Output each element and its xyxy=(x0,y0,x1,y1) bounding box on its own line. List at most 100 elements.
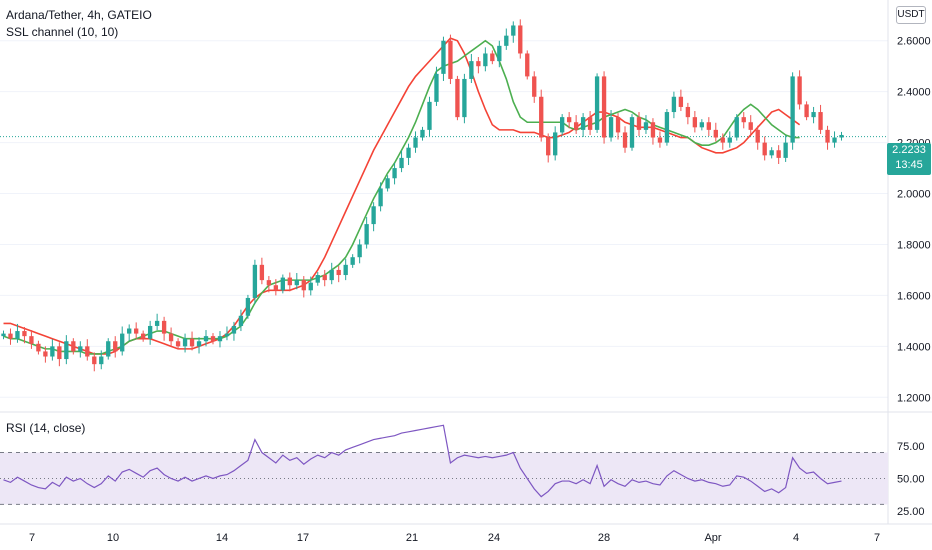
candle-body xyxy=(57,346,62,360)
candle xyxy=(15,323,20,343)
candle-body xyxy=(427,101,432,130)
candle xyxy=(455,75,460,121)
candle xyxy=(357,239,362,264)
candle-body xyxy=(371,206,376,225)
candle xyxy=(64,335,69,365)
candle xyxy=(57,342,62,367)
candle-body xyxy=(113,341,118,352)
candle-body xyxy=(553,132,558,156)
candle xyxy=(783,135,788,162)
candle xyxy=(406,143,411,166)
candle-body xyxy=(797,76,802,105)
candle xyxy=(371,202,376,232)
candle-body xyxy=(455,78,460,118)
candle xyxy=(615,113,621,140)
candle-body xyxy=(147,325,153,339)
candle-body xyxy=(203,336,209,342)
candle xyxy=(29,330,34,349)
candle xyxy=(818,104,823,134)
indicator-legend[interactable]: SSL channel (10, 10) xyxy=(6,25,118,39)
candle xyxy=(154,313,160,331)
candle xyxy=(413,131,418,153)
candle-body xyxy=(315,275,320,283)
candle-body xyxy=(741,117,746,123)
candle-body xyxy=(692,117,698,128)
candle-body xyxy=(497,45,502,62)
candle-body xyxy=(217,336,223,342)
candle xyxy=(315,271,320,286)
candle xyxy=(106,338,111,360)
candle-body xyxy=(252,264,258,298)
candle xyxy=(8,328,13,345)
candle xyxy=(755,125,760,150)
time-tick-label: 7 xyxy=(29,532,35,544)
price-tick-label: 1.8000 xyxy=(897,239,931,251)
candle xyxy=(839,131,844,141)
candle xyxy=(525,50,530,80)
candle-body xyxy=(161,320,167,334)
candle xyxy=(336,265,341,283)
candle xyxy=(769,147,774,159)
candle xyxy=(231,321,237,341)
time-tick-label: 7 xyxy=(874,532,880,544)
candle-body xyxy=(85,346,90,357)
candle-body xyxy=(636,117,642,130)
candle-body xyxy=(399,157,404,169)
candle-body xyxy=(734,117,739,138)
candle-body xyxy=(748,122,753,130)
candle-body xyxy=(483,53,488,67)
candle xyxy=(301,276,306,298)
candle-body xyxy=(336,269,341,276)
candle xyxy=(147,320,153,345)
candle xyxy=(441,36,446,81)
candle xyxy=(594,73,600,133)
last-price-value: 2.2233 xyxy=(892,144,926,156)
rsi-line xyxy=(3,424,842,498)
candle-body xyxy=(622,132,628,148)
candle-body xyxy=(15,331,20,339)
candle xyxy=(399,150,404,173)
candle xyxy=(99,350,104,370)
candle-body xyxy=(189,338,195,347)
candle-body xyxy=(811,112,816,118)
candle xyxy=(434,66,439,106)
candle-body xyxy=(832,137,837,143)
candle-body xyxy=(587,117,593,130)
rsi-legend[interactable]: RSI (14, close) xyxy=(6,421,85,435)
candle xyxy=(189,331,195,351)
candle xyxy=(511,21,516,43)
candle xyxy=(587,111,593,135)
candle xyxy=(36,340,41,355)
candle xyxy=(203,330,209,347)
candle xyxy=(182,333,188,353)
candle-body xyxy=(420,129,425,138)
candle xyxy=(43,346,48,363)
candle xyxy=(22,326,27,344)
candle-body xyxy=(462,78,467,118)
candle-body xyxy=(308,282,313,291)
candle-body xyxy=(762,142,767,156)
candle xyxy=(504,28,509,50)
candle-body xyxy=(706,122,711,130)
candle-body xyxy=(1,333,6,337)
currency-unit-button[interactable]: USDT xyxy=(896,6,926,24)
candle-body xyxy=(518,25,523,54)
candle-body xyxy=(50,346,55,357)
candle-body xyxy=(64,341,69,360)
candle-body xyxy=(539,96,544,138)
candle xyxy=(560,114,565,136)
candle xyxy=(1,330,6,340)
candle xyxy=(420,126,425,141)
candle-body xyxy=(182,338,188,347)
candle-body xyxy=(231,325,237,334)
candle xyxy=(322,269,327,287)
candle-body xyxy=(140,333,146,339)
candle xyxy=(266,276,272,293)
candle-body xyxy=(329,269,334,281)
symbol-legend[interactable]: Ardana/Tether, 4h, GATEIO xyxy=(6,8,152,22)
candle xyxy=(532,71,537,103)
candle xyxy=(224,326,230,341)
candle-body xyxy=(720,137,725,143)
candle xyxy=(804,101,809,121)
candle-body xyxy=(804,104,809,118)
